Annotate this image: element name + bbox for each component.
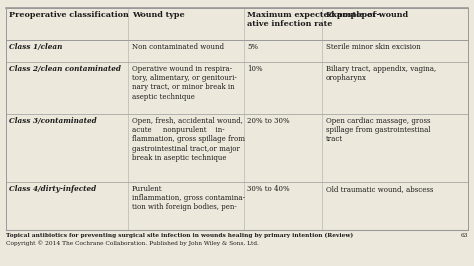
Text: Operative wound in respira-
tory, alimentary, or genitouri-
nary tract, or minor: Operative wound in respira- tory, alimen…: [132, 65, 237, 101]
Text: Biliary tract, appendix, vagina,
oropharynx: Biliary tract, appendix, vagina, orophar…: [326, 65, 436, 82]
Text: Class 1/clean: Class 1/clean: [9, 43, 63, 51]
Text: 10%: 10%: [247, 65, 263, 73]
Text: 5%: 5%: [247, 43, 258, 51]
Text: Class 3/contaminated: Class 3/contaminated: [9, 117, 97, 125]
Text: Wound type: Wound type: [132, 11, 184, 19]
Text: Old traumatic wound, abscess: Old traumatic wound, abscess: [326, 185, 433, 193]
Text: Class 4/dirty-infected: Class 4/dirty-infected: [9, 185, 97, 193]
Text: Open cardiac massage, gross
spillage from gastrointestinal
tract: Open cardiac massage, gross spillage fro…: [326, 117, 430, 143]
Text: 30% to 40%: 30% to 40%: [247, 185, 290, 193]
Text: Example of wound: Example of wound: [326, 11, 408, 19]
Text: Purulent
inflammation, gross contamina-
tion with foreign bodies, pen-: Purulent inflammation, gross contamina- …: [132, 185, 245, 211]
Text: Maximum expected postoper-
ative infection rate: Maximum expected postoper- ative infecti…: [247, 11, 380, 28]
Text: Sterile minor skin excision: Sterile minor skin excision: [326, 43, 421, 51]
Text: Preoperative classification: Preoperative classification: [9, 11, 129, 19]
Text: 63: 63: [461, 233, 468, 238]
Text: Copyright © 2014 The Cochrane Collaboration. Published by John Wiley & Sons, Ltd: Copyright © 2014 The Cochrane Collaborat…: [6, 240, 259, 246]
Text: Class 2/clean contaminated: Class 2/clean contaminated: [9, 65, 121, 73]
Text: 20% to 30%: 20% to 30%: [247, 117, 290, 125]
Text: Topical antibiotics for preventing surgical site infection in wounds healing by : Topical antibiotics for preventing surgi…: [6, 233, 353, 238]
Text: Open, fresh, accidental wound,
acute     nonpurulent    in-
flammation, gross sp: Open, fresh, accidental wound, acute non…: [132, 117, 245, 162]
Text: Non contaminated wound: Non contaminated wound: [132, 43, 224, 51]
